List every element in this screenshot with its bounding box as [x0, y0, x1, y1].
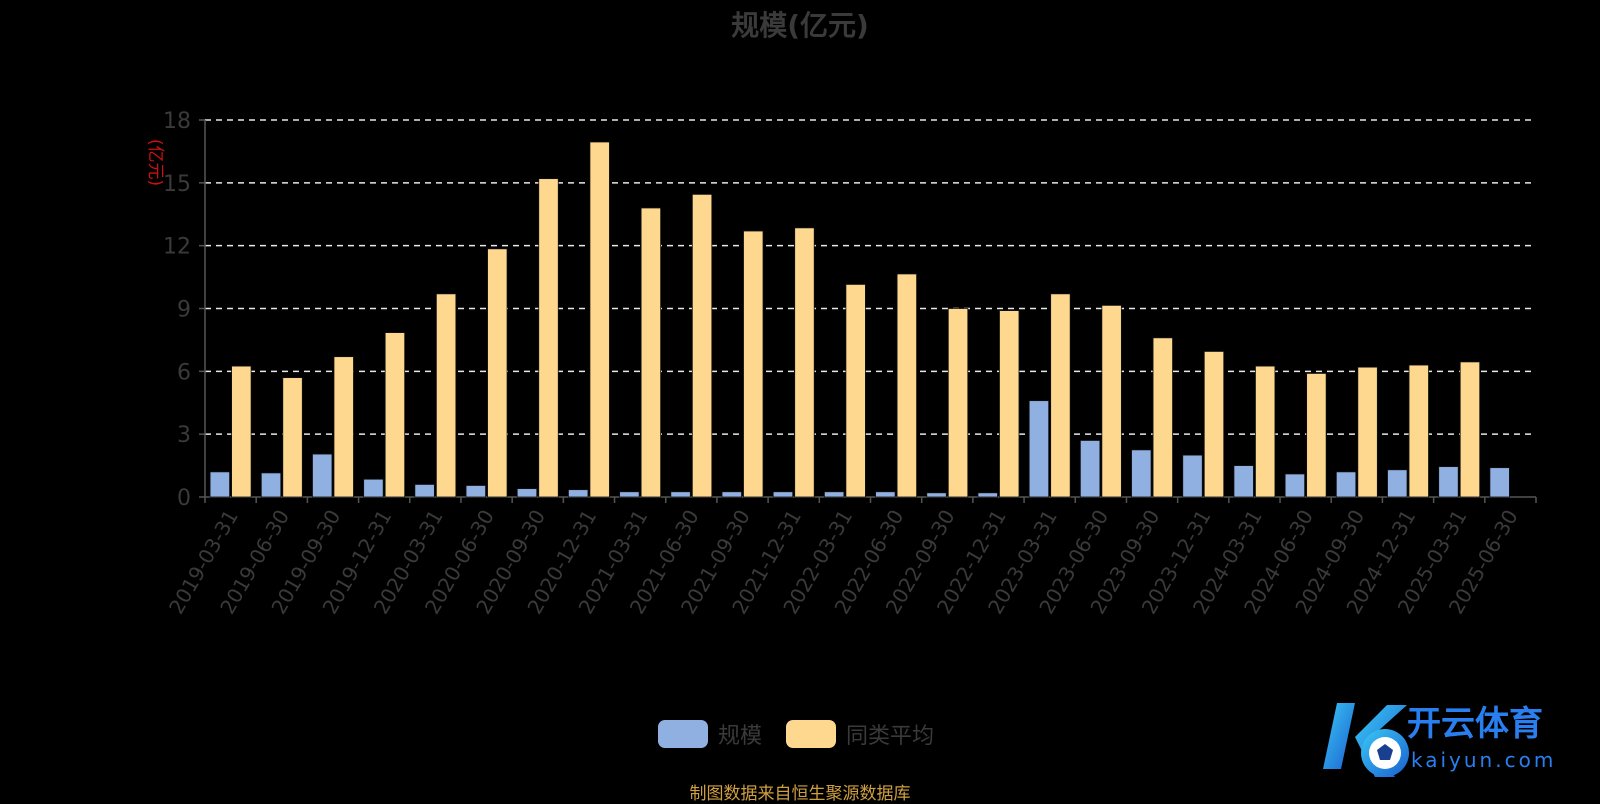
bar-scale: [1131, 449, 1152, 498]
y-tick-label: 12: [163, 235, 191, 260]
bar-scale: [721, 491, 742, 498]
bar-peer-average: [1306, 373, 1327, 498]
bar-peer-average: [1050, 293, 1071, 498]
y-axis-label: (亿元): [145, 139, 165, 186]
bar-peer-average: [1255, 365, 1276, 498]
bar-scale: [465, 485, 486, 498]
bar-peer-average: [487, 248, 508, 498]
bar-peer-average: [743, 230, 764, 498]
bar-scale: [926, 492, 947, 498]
bar-scale: [1489, 467, 1510, 498]
bar-scale: [670, 491, 691, 498]
bar-scale: [824, 491, 845, 498]
bar-scale: [1182, 454, 1203, 498]
bar-scale: [1079, 440, 1101, 498]
bar-scale: [1438, 466, 1459, 498]
bar-scale: [619, 491, 640, 498]
bar-scale: [260, 472, 282, 498]
bar-peer-average: [384, 332, 406, 498]
bar-scale: [568, 489, 589, 498]
bar-scale: [875, 491, 896, 498]
bar-scale: [772, 491, 794, 498]
bar-peer-average: [896, 273, 917, 498]
data-source-note: 制图数据来自恒生聚源数据库: [689, 784, 911, 804]
bar-scale: [363, 478, 384, 498]
bar-scale: [312, 453, 333, 498]
bar-peer-average: [640, 207, 662, 498]
bar-peer-average: [947, 308, 969, 498]
bar-peer-average: [1203, 351, 1225, 498]
y-tick-label: 6: [177, 360, 191, 385]
kaiyun-logo: 开云体育 kaiyun.com: [1323, 703, 1556, 777]
y-tick-label: 9: [177, 298, 191, 323]
legend-item-scale[interactable]: 规模: [658, 720, 763, 749]
logo-name: 开云体育: [1407, 704, 1543, 744]
bar-peer-average: [435, 293, 457, 498]
bar-scale: [209, 471, 230, 498]
bar-peer-average: [794, 227, 815, 498]
bar-peer-average: [845, 284, 866, 498]
y-tick-label: 18: [163, 109, 191, 134]
bar-scale: [1387, 469, 1408, 498]
bar-peer-average: [1459, 361, 1481, 498]
bar-peer-average: [282, 377, 303, 498]
bar-scale: [516, 488, 538, 498]
y-tick-label: 3: [177, 423, 191, 448]
bar-peer-average: [1357, 366, 1378, 498]
bar-peer-average: [589, 141, 610, 498]
legend-swatch-scale: [658, 720, 708, 748]
bar-peer-average: [1408, 364, 1429, 498]
bar-scale: [1284, 473, 1306, 498]
chart-title: 规模(亿元): [731, 9, 869, 42]
legend-item-peer-average[interactable]: 同类平均: [786, 720, 935, 749]
bar-peer-average: [538, 178, 559, 498]
bar-peer-average: [1152, 337, 1173, 498]
logo-domain: kaiyun.com: [1411, 748, 1556, 772]
bar-scale: [1335, 471, 1357, 498]
bar-peer-average: [999, 310, 1020, 498]
legend-swatch-peer-average: [786, 720, 836, 748]
bar-scale: [1233, 465, 1254, 498]
bar-scale: [977, 492, 998, 498]
bar-scale: [414, 484, 435, 498]
bar-scale: [1028, 400, 1050, 498]
legend-label-scale: 规模: [718, 724, 763, 749]
bar-peer-average: [333, 356, 354, 498]
bar-peer-average: [691, 193, 713, 498]
legend-label-peer-average: 同类平均: [846, 724, 935, 749]
y-tick-label: 0: [177, 486, 191, 511]
bar-peer-average: [231, 365, 252, 498]
y-tick-label: 15: [163, 172, 191, 197]
bar-peer-average: [1101, 304, 1122, 498]
